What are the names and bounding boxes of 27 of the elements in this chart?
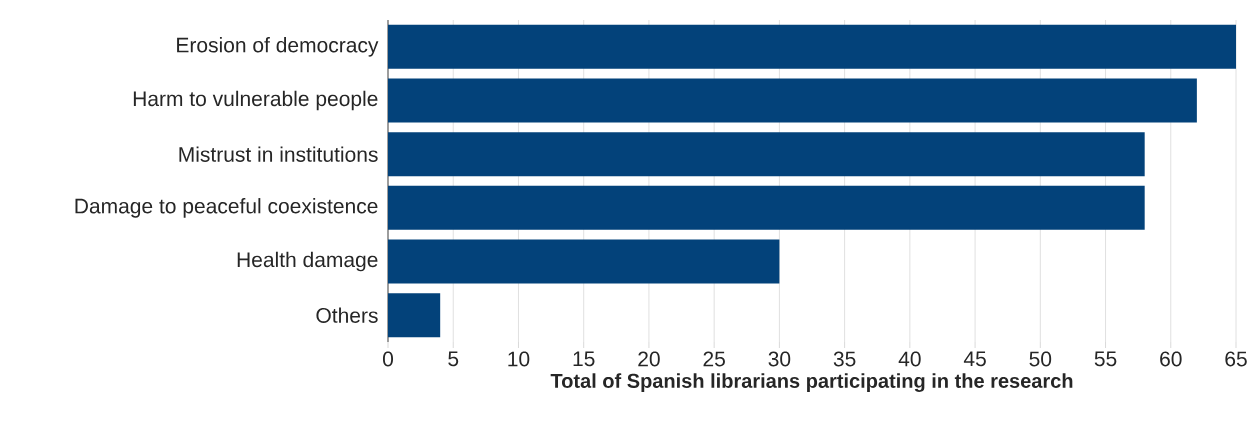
x-tick-label: 60 [1160,351,1182,367]
y-tick-label: Health damage [237,251,378,272]
x-tick-label: 40 [898,351,921,367]
x-tick-label: 45 [963,351,986,367]
bar [388,293,441,338]
x-tick-label: 55 [1094,351,1117,367]
y-tick-label: Damage to peaceful coexistence [75,198,378,218]
bar [388,185,1145,230]
x-tick-label: 5 [448,351,459,367]
bar [388,239,780,284]
y-tick-label: Mistrust in institutions [179,146,378,162]
x-tick-label: 65 [1225,351,1247,367]
bar [388,24,1237,69]
x-tick-label: 10 [508,351,530,367]
x-tick-label: 20 [638,351,660,367]
y-tick-label: Harm to vulnerable people [133,90,378,111]
x-tick-label: 30 [768,351,791,367]
x-axis-title: Total of Spanish librarians participating in the research [550,373,1073,392]
bar [388,78,1197,123]
x-tick-label: 0 [382,351,394,367]
y-tick-label: Others [316,307,378,323]
y-tick-label: Erosion of democracy [177,37,379,57]
bar [388,132,1145,177]
x-tick-label: 25 [703,351,725,367]
x-tick-label: 35 [833,351,856,367]
x-tick-label: 15 [573,351,595,367]
x-tick-label: 50 [1029,351,1052,367]
